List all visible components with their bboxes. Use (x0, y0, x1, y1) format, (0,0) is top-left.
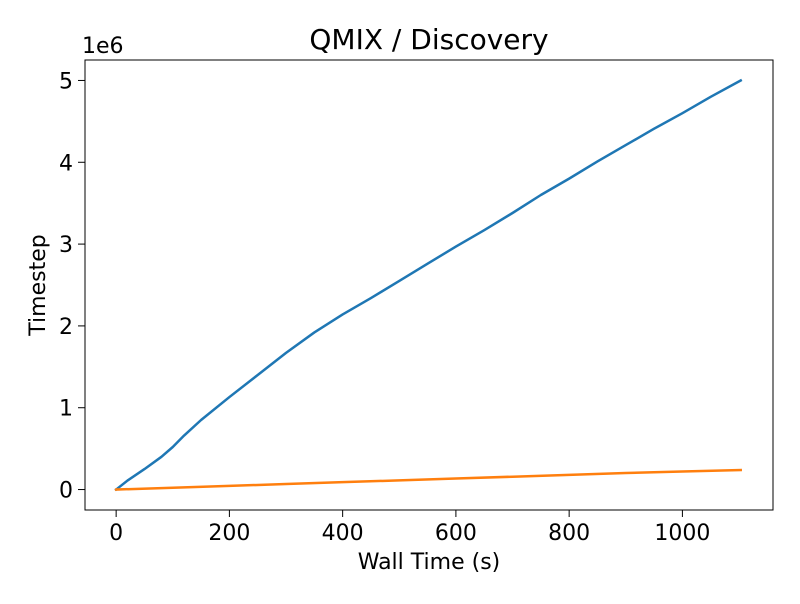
y-axis-offset-label: 1e6 (82, 34, 124, 59)
x-tick-label: 1000 (654, 521, 710, 546)
x-tick-label: 400 (322, 521, 364, 546)
x-tick-label: 200 (208, 521, 250, 546)
y-tick-label: 4 (59, 151, 73, 176)
series-line-1 (114, 78, 743, 492)
y-tick-label: 1 (59, 397, 73, 422)
series-line-2 (114, 468, 743, 491)
y-tick-label: 0 (59, 479, 73, 504)
x-axis: 0 200 400 600 800 1000 (109, 510, 710, 546)
y-tick-label: 3 (59, 233, 73, 258)
y-axis-label: Timestep (26, 234, 51, 336)
y-axis: 0 1 2 3 4 5 (59, 69, 85, 504)
y-tick-label: 2 (59, 315, 73, 340)
series-layer (114, 78, 743, 492)
y-tick-label: 5 (59, 69, 73, 94)
chart-title: QMIX / Discovery (309, 23, 548, 56)
plot-frame (84, 59, 774, 511)
x-axis-label: Wall Time (s) (358, 550, 501, 575)
x-tick-label: 600 (435, 521, 477, 546)
axes-layer (84, 59, 774, 511)
x-tick-label: 0 (109, 521, 123, 546)
plot-area (85, 60, 773, 510)
x-tick-label: 800 (548, 521, 590, 546)
